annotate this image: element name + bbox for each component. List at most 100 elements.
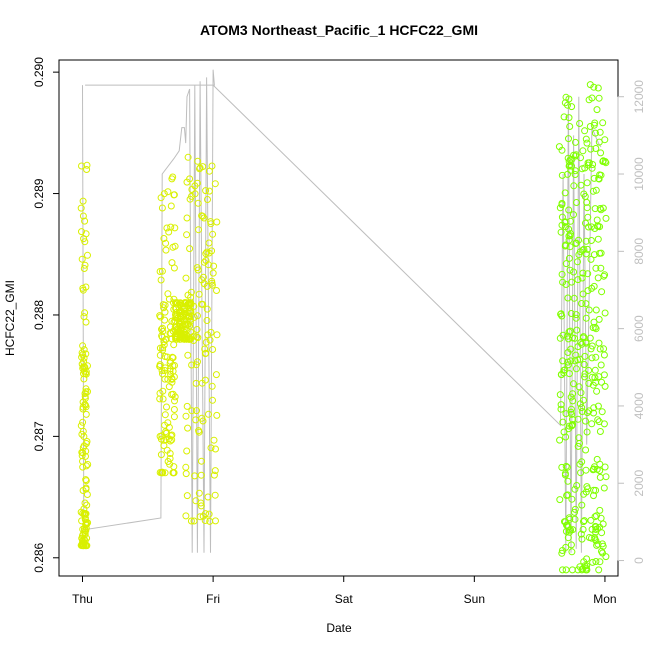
data-point — [79, 532, 86, 540]
data-point — [156, 395, 164, 403]
data-point — [197, 499, 205, 507]
data-point — [582, 446, 590, 454]
data-point — [158, 204, 166, 212]
data-point — [564, 332, 572, 340]
data-point — [563, 463, 571, 471]
data-point — [589, 558, 597, 566]
data-point — [159, 324, 166, 332]
data-point — [579, 526, 587, 533]
data-point — [568, 495, 576, 503]
data-point — [160, 338, 168, 346]
data-point — [592, 145, 600, 152]
data-point — [207, 444, 215, 452]
data-point — [590, 121, 598, 129]
data-point — [580, 517, 588, 525]
data-point — [593, 387, 601, 395]
data-point — [597, 149, 605, 157]
data-point — [596, 428, 604, 435]
data-point — [565, 254, 573, 262]
data-point — [572, 240, 580, 247]
data-point — [564, 101, 571, 109]
data-point — [602, 553, 610, 561]
data-point — [561, 218, 569, 226]
data-point — [566, 161, 574, 169]
data-point — [167, 202, 175, 210]
data-point — [80, 510, 88, 518]
data-point — [156, 469, 164, 476]
data-point — [562, 566, 570, 574]
data-point — [79, 351, 87, 359]
data-point — [199, 300, 207, 308]
data-point — [597, 264, 605, 272]
data-point — [208, 279, 216, 287]
data-point — [187, 309, 195, 317]
data-point — [585, 534, 593, 541]
data-point — [171, 362, 178, 369]
data-point — [582, 135, 590, 143]
data-point — [564, 361, 572, 369]
data-point — [168, 391, 176, 398]
data-point — [79, 342, 87, 350]
data-point — [202, 338, 210, 346]
data-point — [571, 334, 579, 342]
data-point — [193, 407, 200, 415]
data-point — [193, 333, 201, 341]
data-point — [173, 308, 180, 316]
y-tick-label: 0.288 — [32, 300, 46, 330]
data-point — [582, 564, 590, 572]
data-point — [560, 113, 568, 121]
data-point — [588, 94, 596, 102]
data-point — [159, 395, 167, 403]
data-point — [80, 265, 88, 272]
data-point — [205, 187, 213, 195]
data-point — [82, 520, 90, 528]
y-axis: 0.286 0.287 0.288 0.289 0.290 — [32, 57, 60, 573]
x-axis-label: Date — [326, 621, 352, 635]
data-point — [212, 445, 219, 453]
data-point — [169, 354, 177, 362]
data-point — [578, 300, 585, 307]
data-point — [579, 147, 587, 155]
data-point — [182, 274, 190, 282]
x-tick-label: Fri — [206, 592, 220, 606]
data-point — [559, 357, 567, 365]
data-point — [568, 548, 576, 556]
data-point — [161, 301, 169, 309]
data-point — [592, 186, 600, 194]
data-point — [589, 187, 597, 195]
data-point — [576, 355, 584, 363]
data-point — [79, 542, 87, 550]
data-point — [565, 206, 573, 214]
data-point — [571, 167, 579, 175]
x-tick-label: Sat — [335, 592, 354, 606]
data-point — [157, 435, 165, 443]
x-tick-label: Thu — [72, 592, 93, 606]
data-point — [562, 223, 569, 231]
data-point — [203, 282, 211, 290]
data-point — [571, 485, 579, 493]
data-point — [169, 469, 177, 477]
data-point — [79, 197, 87, 205]
data-point — [584, 213, 592, 221]
data-point — [200, 258, 208, 266]
data-point — [80, 363, 88, 371]
data-point — [583, 198, 591, 206]
data-point — [78, 448, 86, 456]
data-point — [596, 523, 604, 531]
data-point — [557, 228, 565, 236]
data-point — [571, 505, 579, 513]
data-point — [202, 250, 210, 258]
data-point — [164, 188, 172, 196]
data-point — [194, 358, 201, 366]
data-point — [190, 313, 198, 321]
data-point — [582, 237, 590, 245]
data-point — [565, 370, 573, 378]
data-point — [588, 525, 596, 533]
data-point — [82, 401, 89, 409]
data-point — [83, 166, 91, 173]
data-point — [183, 178, 191, 186]
data-point — [191, 472, 199, 480]
data-point — [571, 508, 578, 516]
data-point — [600, 272, 608, 280]
data-point — [166, 450, 174, 457]
